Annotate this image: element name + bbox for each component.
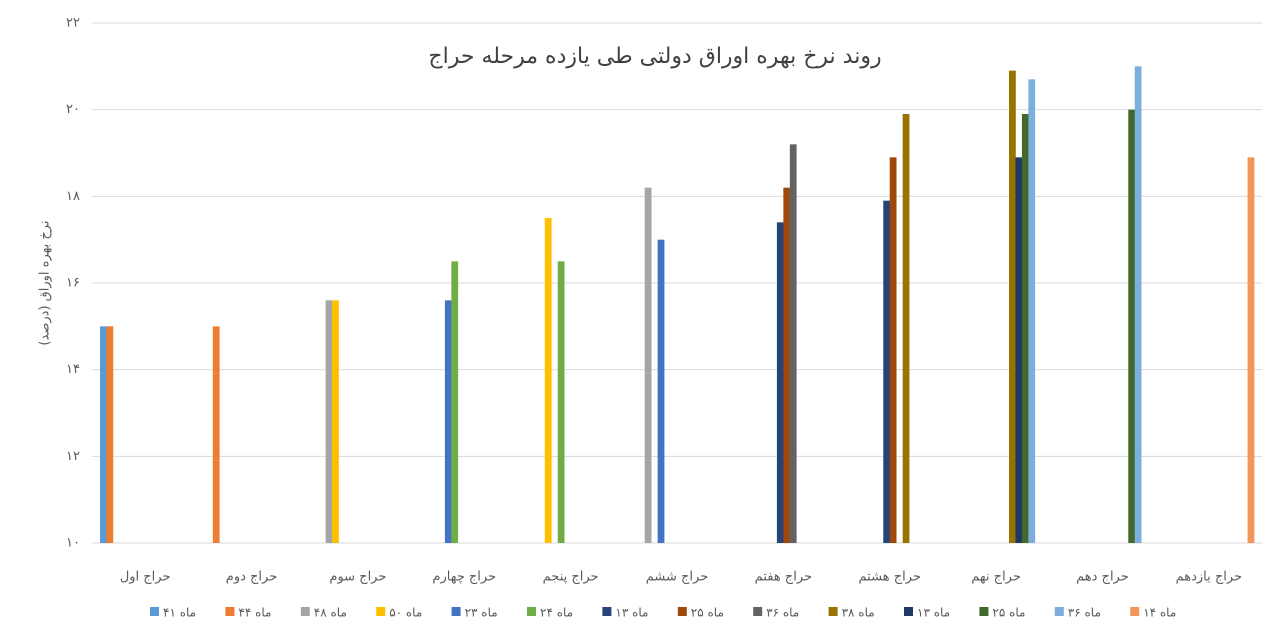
bar bbox=[212, 326, 220, 543]
bar bbox=[1021, 114, 1029, 543]
x-tick-label: حراج چهارم bbox=[432, 570, 496, 585]
y-tick-label: ۱۶ bbox=[66, 276, 80, 291]
y-tick-label: ۲۲ bbox=[66, 16, 80, 31]
legend-label: ماه ۲۴ bbox=[540, 606, 573, 620]
bar bbox=[1134, 66, 1142, 543]
x-tick-label: حراج دهم bbox=[1076, 570, 1129, 585]
legend-swatch bbox=[753, 607, 763, 616]
bar bbox=[883, 200, 891, 543]
legend-swatch bbox=[451, 607, 461, 616]
legend-label: ماه ۳۸ bbox=[842, 606, 875, 620]
bar bbox=[1028, 79, 1036, 543]
bar bbox=[902, 114, 910, 543]
legend-swatch bbox=[1130, 607, 1140, 616]
legend-label: ماه ۵۰ bbox=[389, 606, 422, 620]
y-tick-label: ۱۰ bbox=[66, 536, 80, 551]
bar bbox=[783, 187, 791, 543]
legend-swatch bbox=[527, 607, 536, 616]
bar bbox=[557, 261, 565, 543]
y-tick-label: ۱۲ bbox=[66, 449, 80, 464]
x-tick-label: حراج ششم bbox=[646, 570, 709, 585]
bar bbox=[544, 218, 552, 543]
x-tick-label: حراج پنجم bbox=[543, 570, 599, 585]
x-tick-label: حراج سوم bbox=[329, 570, 386, 585]
y-tick-label: ۱۴ bbox=[66, 362, 80, 377]
y-tick-label: ۲۰ bbox=[66, 102, 80, 117]
bar bbox=[106, 326, 114, 543]
bar bbox=[1009, 70, 1016, 544]
legend-swatch bbox=[225, 607, 235, 616]
legend-label: ماه ۳۶ bbox=[1068, 606, 1101, 620]
legend-swatch bbox=[1054, 607, 1064, 616]
legend-label: ماه ۱۴ bbox=[1143, 606, 1176, 620]
bar bbox=[657, 239, 665, 543]
bar bbox=[644, 187, 652, 543]
legend-swatch bbox=[677, 607, 687, 616]
legend-label: ماه ۴۸ bbox=[314, 606, 347, 620]
legend-label: ماه ۴۴ bbox=[238, 606, 271, 620]
legend-label: ماه ۳۶ bbox=[766, 606, 799, 620]
bar bbox=[776, 222, 784, 544]
legend-label: ماه ۴۱ bbox=[163, 606, 196, 620]
legend-label: ماه ۲۵ bbox=[992, 606, 1025, 620]
bar bbox=[1247, 157, 1255, 544]
legend-swatch bbox=[150, 607, 159, 616]
bar bbox=[889, 157, 897, 544]
legend-swatch bbox=[300, 607, 310, 616]
legend-label: ماه ۱۳ bbox=[917, 606, 950, 620]
bar bbox=[451, 261, 459, 543]
bar bbox=[1015, 157, 1023, 544]
x-tick-label: حراج اول bbox=[120, 570, 171, 585]
x-tick-label: حراج دوم bbox=[226, 570, 277, 585]
bar bbox=[332, 300, 339, 543]
bar bbox=[444, 300, 452, 543]
legend-label: ماه ۱۳ bbox=[615, 606, 648, 620]
legend-label: ماه ۲۵ bbox=[691, 606, 724, 620]
bar bbox=[1128, 109, 1136, 544]
x-tick-label: حراج یازدهم bbox=[1176, 570, 1243, 585]
bar bbox=[99, 326, 107, 543]
bar bbox=[789, 144, 797, 544]
legend-swatch bbox=[828, 607, 838, 616]
x-tick-label: حراج هفتم bbox=[755, 570, 812, 585]
legend-swatch bbox=[904, 607, 913, 616]
legend-label: ماه ۲۳ bbox=[465, 606, 498, 620]
y-axis-label: نرخ بهره اوراق (درصد) bbox=[38, 220, 53, 345]
legend-swatch bbox=[979, 607, 989, 616]
bar bbox=[325, 300, 333, 543]
x-tick-label: حراج نهم bbox=[971, 570, 1021, 585]
chart-title: روند نرخ بهره اوراق دولتی طی یازده مرحله… bbox=[428, 44, 881, 69]
y-tick-label: ۱۸ bbox=[66, 189, 80, 204]
legend-swatch bbox=[602, 607, 612, 616]
x-tick-label: حراج هشتم bbox=[859, 570, 921, 585]
legend-swatch bbox=[376, 607, 386, 616]
